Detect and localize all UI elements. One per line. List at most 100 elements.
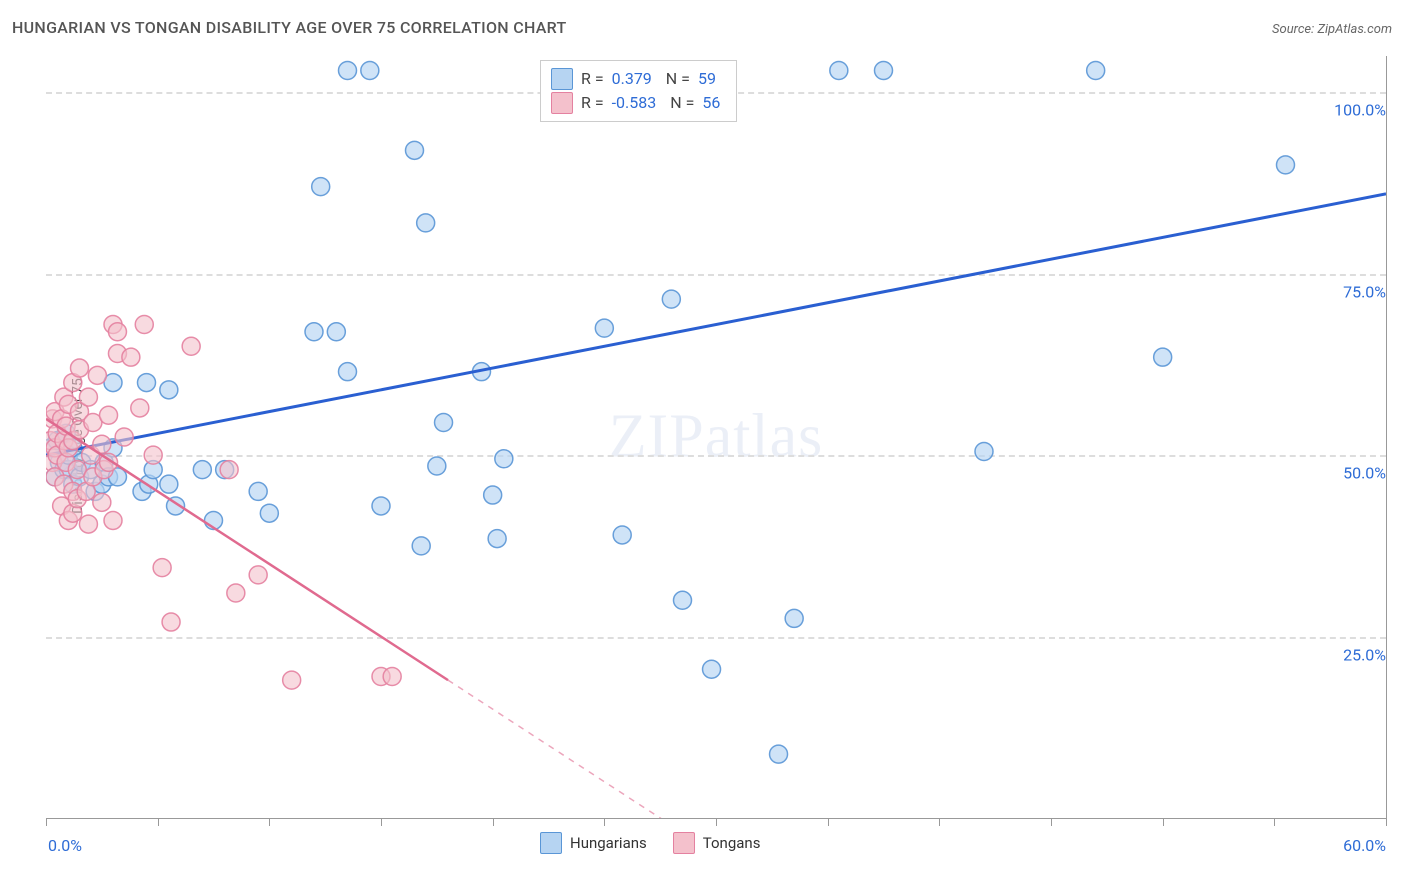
scatter-point — [193, 461, 211, 479]
scatter-point — [182, 337, 200, 355]
trend-line — [46, 194, 1386, 455]
scatter-point — [220, 461, 238, 479]
scatter-point — [428, 457, 446, 475]
chart-title: HUNGARIAN VS TONGAN DISABILITY AGE OVER … — [12, 18, 567, 37]
scatter-point — [674, 591, 692, 609]
r-label: R = — [581, 67, 604, 91]
n-label: N = — [666, 67, 690, 91]
y-tick-label: 75.0% — [1343, 282, 1386, 301]
scatter-point — [417, 214, 435, 232]
scatter-point — [305, 323, 323, 341]
x-tick — [1163, 818, 1164, 826]
scatter-point — [484, 486, 502, 504]
stats-row: R = -0.583 N = 56 — [551, 91, 726, 115]
y-tick-label: 50.0% — [1343, 464, 1386, 483]
scatter-point — [339, 62, 357, 80]
x-tick — [1386, 818, 1387, 826]
scatter-point — [495, 450, 513, 468]
scatter-point — [339, 363, 357, 381]
legend-series-label: Hungarians — [570, 834, 647, 852]
scatter-point — [88, 366, 106, 384]
scatter-point — [406, 141, 424, 159]
n-value: 59 — [698, 67, 716, 91]
scatter-point — [131, 399, 149, 417]
legend-swatch — [551, 68, 573, 90]
scatter-point — [79, 515, 97, 533]
scatter-point — [138, 374, 156, 392]
scatter-point — [93, 493, 111, 511]
scatter-point — [104, 511, 122, 529]
scatter-point — [108, 323, 126, 341]
scatter-point — [488, 530, 506, 548]
scatter-point — [1154, 348, 1172, 366]
chart-container: HUNGARIAN VS TONGAN DISABILITY AGE OVER … — [0, 0, 1406, 892]
y-tick-label: 25.0% — [1343, 645, 1386, 664]
scatter-point — [361, 62, 379, 80]
scatter-point — [662, 290, 680, 308]
scatter-point — [162, 613, 180, 631]
legend-swatch — [540, 832, 562, 854]
scatter-point — [227, 584, 245, 602]
r-value: -0.583 — [612, 91, 657, 115]
source-name: ZipAtlas.com — [1317, 22, 1392, 37]
scatter-point — [875, 62, 893, 80]
x-axis-min-label: 0.0% — [48, 836, 82, 855]
scatter-point — [830, 62, 848, 80]
scatter-point — [595, 319, 613, 337]
x-tick — [604, 818, 605, 826]
y-tick-label: 100.0% — [1334, 101, 1386, 120]
scatter-point — [135, 316, 153, 334]
scatter-point — [613, 526, 631, 544]
plot-area: ZIPatlas — [46, 56, 1387, 819]
scatter-point — [153, 559, 171, 577]
x-tick — [269, 818, 270, 826]
n-label: N = — [670, 91, 694, 115]
scatter-svg — [46, 56, 1386, 818]
scatter-point — [1087, 62, 1105, 80]
scatter-point — [100, 406, 118, 424]
scatter-point — [435, 413, 453, 431]
x-axis-max-label: 60.0% — [1343, 836, 1386, 855]
scatter-point — [249, 482, 267, 500]
scatter-point — [160, 381, 178, 399]
trend-line — [46, 419, 448, 680]
scatter-point — [312, 178, 330, 196]
trend-line-extension — [448, 680, 716, 818]
legend-swatch — [673, 832, 695, 854]
scatter-point — [703, 660, 721, 678]
scatter-point — [160, 475, 178, 493]
r-value: 0.379 — [612, 67, 652, 91]
x-tick — [1051, 818, 1052, 826]
scatter-point — [372, 497, 390, 515]
x-tick — [939, 818, 940, 826]
legend-series-label: Tongans — [703, 834, 761, 852]
x-tick — [716, 818, 717, 826]
x-tick — [46, 818, 47, 826]
scatter-point — [71, 359, 89, 377]
source-credit: Source: ZipAtlas.com — [1272, 22, 1392, 37]
r-label: R = — [581, 91, 604, 115]
legend-swatch — [551, 92, 573, 114]
x-tick — [493, 818, 494, 826]
scatter-point — [249, 566, 267, 584]
scatter-point — [383, 667, 401, 685]
scatter-point — [327, 323, 345, 341]
scatter-point — [144, 446, 162, 464]
scatter-point — [283, 671, 301, 689]
n-value: 56 — [702, 91, 720, 115]
scatter-point — [770, 745, 788, 763]
scatter-point — [122, 348, 140, 366]
scatter-point — [115, 428, 133, 446]
scatter-point — [1277, 156, 1295, 174]
scatter-point — [785, 609, 803, 627]
correlation-stats-legend: R =0.379N =59R =-0.583N =56 — [540, 60, 737, 122]
x-tick — [1274, 818, 1275, 826]
scatter-point — [412, 537, 430, 555]
scatter-point — [79, 388, 97, 406]
source-prefix: Source: — [1272, 22, 1317, 37]
series-legend: Hungarians Tongans — [540, 832, 778, 854]
x-tick — [381, 818, 382, 826]
x-tick — [828, 818, 829, 826]
x-tick — [158, 818, 159, 826]
stats-row: R = 0.379 N = 59 — [551, 67, 726, 91]
